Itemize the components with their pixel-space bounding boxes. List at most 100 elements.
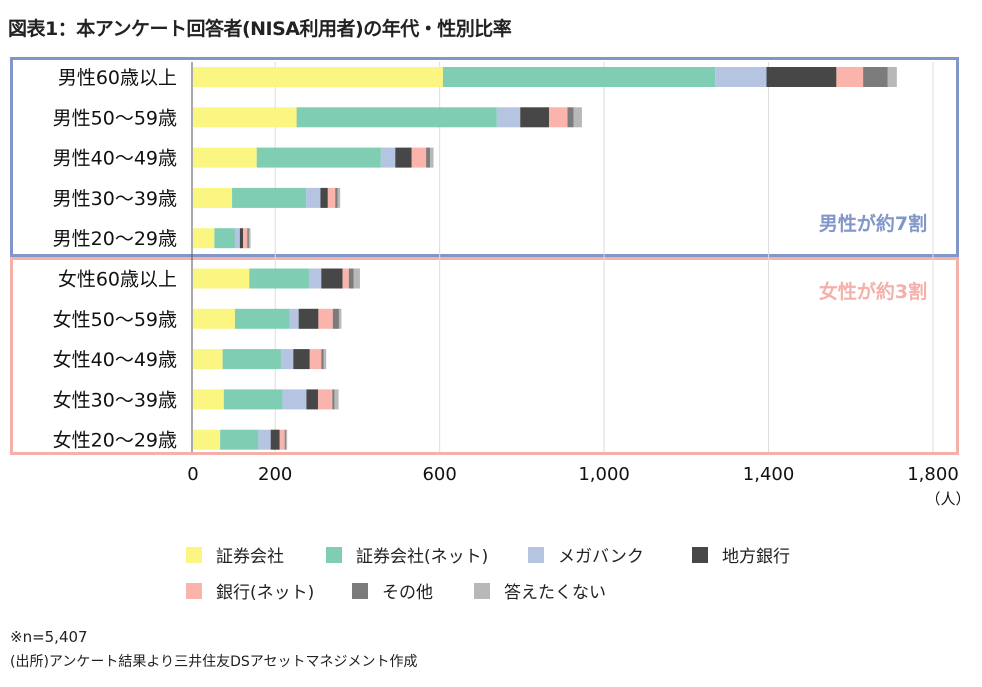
legend-item: 答えたくない — [474, 578, 606, 603]
bar-segment — [308, 268, 322, 289]
legend-item: 証券会社(ネット) — [326, 542, 488, 567]
legend-label: 証券会社 — [216, 547, 284, 567]
category-label: 女性40〜49歳 — [53, 349, 177, 371]
bar-segment — [284, 429, 286, 450]
bar-segment — [337, 187, 341, 208]
sample-size-note: ※n=5,407 — [10, 628, 88, 646]
category-label: 男性20〜29歳 — [53, 228, 177, 250]
x-tick-label: 1,000 — [578, 464, 630, 485]
chart-title: 図表1：本アンケート回答者(NISA利用者)の年代・性別比率 — [8, 18, 512, 40]
bar-segment — [411, 147, 427, 168]
bar-segment — [223, 389, 283, 410]
x-tick-label: 0 — [187, 464, 198, 485]
category-label: 男性30〜39歳 — [53, 188, 177, 210]
bar-segment — [193, 107, 297, 128]
legend-item: 銀行(ネット) — [186, 578, 314, 603]
bar-segment — [243, 228, 248, 249]
bar-segment — [320, 187, 328, 208]
bar-segment — [332, 389, 335, 410]
legend: 証券会社 証券会社(ネット) メガバンク 地方銀行銀行(ネット) その他 答えたくない — [0, 532, 982, 603]
category-label: 男性50〜59歳 — [53, 107, 177, 129]
legend-swatch — [474, 582, 490, 599]
male-group-frame — [10, 57, 959, 257]
category-label: 女性20〜29歳 — [53, 430, 177, 452]
bar-segment — [573, 107, 582, 128]
bar-segment — [222, 349, 281, 370]
bar-segment — [887, 67, 897, 87]
x-axis-unit: （人） — [925, 490, 970, 508]
bar-segment — [249, 268, 309, 289]
legend-label: 証券会社(ネット) — [356, 547, 489, 567]
female-group-frame — [10, 257, 959, 455]
legend-swatch — [186, 546, 202, 563]
legend-label: メガバンク — [558, 547, 644, 567]
bar-segment — [232, 187, 307, 208]
bar-segment — [321, 268, 343, 289]
bar-segment — [380, 147, 396, 168]
bar-segment — [306, 187, 321, 208]
legend-label: その他 — [382, 583, 433, 603]
bar-segment — [426, 147, 431, 168]
category-label: 女性50〜59歳 — [53, 309, 177, 331]
bar-segment — [334, 389, 339, 410]
bar-segment — [318, 308, 333, 329]
x-tick-label: 1,800 — [907, 464, 959, 485]
female-share-annotation: 女性が約3割 — [819, 280, 927, 303]
bar-segment — [715, 67, 767, 87]
legend-swatch — [186, 582, 202, 599]
bar-segment — [193, 308, 235, 329]
bar-segment — [282, 389, 307, 410]
bar-segment — [220, 429, 259, 450]
bar-segment — [239, 228, 244, 249]
bar-segment — [234, 308, 290, 329]
bar-segment — [836, 67, 864, 87]
bar-segment — [270, 429, 280, 450]
legend-swatch — [352, 582, 368, 599]
bar-segment — [430, 147, 434, 168]
bar-segment — [323, 349, 327, 370]
category-label: 男性60歳以上 — [58, 67, 177, 89]
bar-segment — [214, 228, 235, 249]
legend-item: 地方銀行 — [692, 542, 790, 567]
legend-item: 証券会社 — [186, 542, 284, 567]
bar-segment — [193, 67, 443, 87]
bar-segment — [863, 67, 888, 87]
category-label: 女性60歳以上 — [58, 269, 177, 291]
bar-segment — [335, 187, 338, 208]
bar-segment — [258, 429, 271, 450]
legend-item: その他 — [352, 578, 433, 603]
bar-segment — [285, 429, 288, 450]
bar-segment — [766, 67, 837, 87]
bar-segment — [567, 107, 574, 128]
bar-segment — [442, 67, 716, 87]
source-note: (出所)アンケート結果より三井住友DSアセットマネジメント作成 — [10, 654, 418, 670]
category-label: 男性40〜49歳 — [53, 148, 177, 170]
bar-segment — [234, 228, 240, 249]
bar-segment — [289, 308, 299, 329]
bar-segment — [256, 147, 381, 168]
x-tick-label: 1,400 — [743, 464, 795, 485]
bar-segment — [309, 349, 322, 370]
legend-label: 答えたくない — [504, 583, 606, 603]
legend-swatch — [692, 546, 708, 563]
bar-segment — [332, 308, 339, 329]
bar-segment — [327, 187, 336, 208]
legend-item: メガバンク — [528, 542, 644, 567]
legend-label: 銀行(ネット) — [216, 583, 315, 603]
bar-segment — [306, 389, 318, 410]
legend-label: 地方銀行 — [722, 547, 790, 567]
x-tick-label: 200 — [258, 464, 292, 485]
bar-segment — [193, 389, 224, 410]
bar-segment — [520, 107, 550, 128]
bar-segment — [395, 147, 412, 168]
bar-segment — [321, 349, 324, 370]
bar-segment — [298, 308, 319, 329]
bar-segment — [549, 107, 568, 128]
stacked-bar-chart: 男性60歳以上男性50〜59歳男性40〜49歳男性30〜39歳男性20〜29歳女… — [10, 57, 971, 508]
bar-segment — [247, 228, 249, 249]
x-tick-label: 600 — [422, 464, 456, 485]
bar-segment — [193, 187, 233, 208]
bar-segment — [248, 228, 251, 249]
bar-segment — [193, 268, 250, 289]
legend-swatch — [326, 546, 342, 563]
